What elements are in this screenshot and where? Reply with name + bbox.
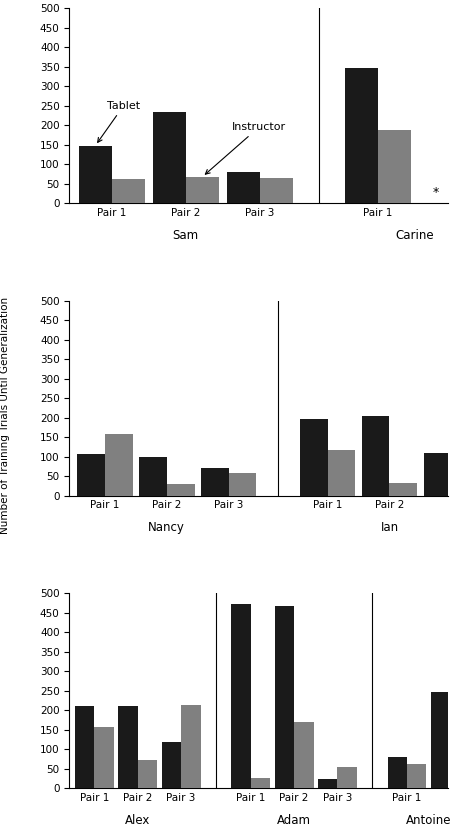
Bar [424, 453, 451, 496]
Bar [345, 67, 378, 203]
Bar [152, 112, 186, 203]
Bar [105, 433, 133, 496]
Text: Number of Training Trials Until Generalization: Number of Training Trials Until Generali… [0, 296, 10, 534]
Bar [112, 178, 145, 203]
Bar [79, 145, 112, 203]
Text: *: * [432, 187, 438, 199]
Bar [138, 760, 157, 788]
Text: Carine: Carine [395, 229, 434, 242]
Bar [77, 454, 105, 496]
Bar [231, 604, 251, 788]
Bar [118, 706, 138, 788]
Text: Instructor: Instructor [206, 122, 286, 174]
Bar [94, 727, 114, 788]
Bar [162, 742, 181, 788]
Bar [407, 764, 426, 788]
Bar [186, 177, 219, 203]
Bar [450, 685, 462, 788]
Bar [362, 417, 389, 496]
Bar [139, 457, 167, 496]
Bar [251, 778, 270, 788]
Bar [201, 468, 229, 496]
Bar [75, 706, 94, 788]
Bar [452, 126, 462, 203]
Text: Tablet: Tablet [97, 100, 140, 142]
Bar [337, 767, 357, 788]
Bar [167, 484, 195, 496]
Text: Alex: Alex [125, 814, 151, 827]
Text: Antoine: Antoine [406, 814, 451, 827]
Bar [300, 418, 328, 496]
Bar [388, 757, 407, 788]
Bar [389, 483, 417, 496]
Text: Sam: Sam [173, 229, 199, 242]
Bar [451, 447, 462, 496]
Bar [229, 472, 256, 496]
Text: Nancy: Nancy [148, 521, 185, 535]
Bar [181, 706, 201, 788]
Bar [318, 779, 337, 788]
Bar [274, 606, 294, 788]
Bar [431, 691, 450, 788]
Bar [226, 172, 260, 203]
Text: Adam: Adam [277, 814, 311, 827]
Bar [294, 722, 314, 788]
Text: Ian: Ian [380, 521, 399, 535]
Bar [328, 450, 355, 496]
Bar [378, 130, 411, 203]
Bar [260, 178, 293, 203]
